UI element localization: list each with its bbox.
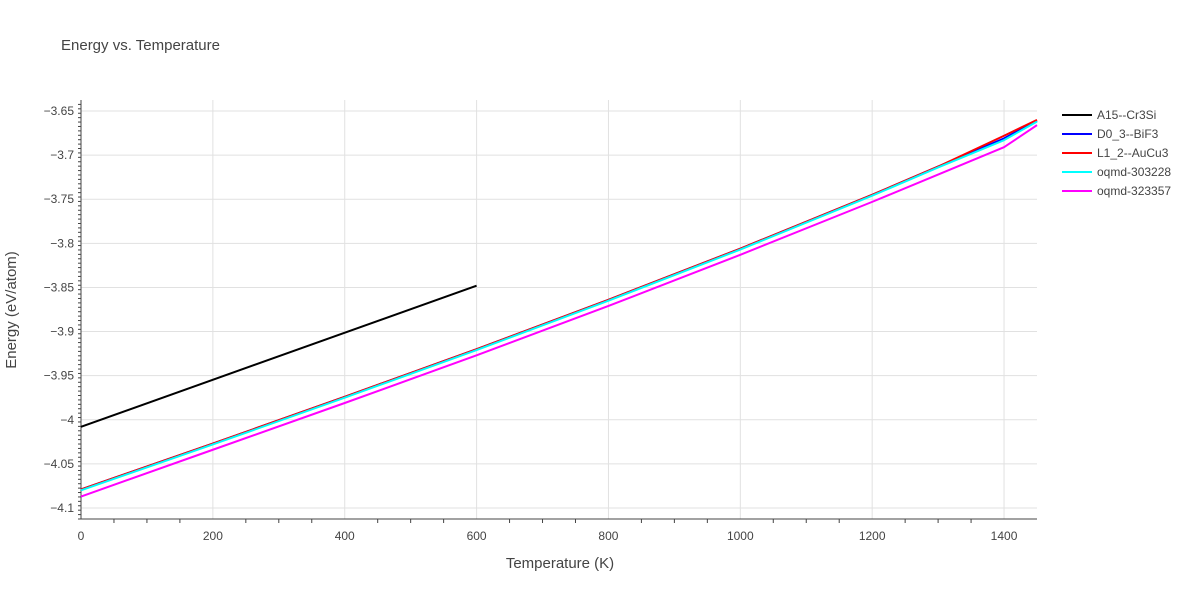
y-tick-label: −3.9 <box>50 325 74 339</box>
x-axis-title: Temperature (K) <box>506 555 614 572</box>
legend-label-a15-cr3si: A15--Cr3Si <box>1097 108 1156 122</box>
legend-label-oqmd-303228: oqmd-303228 <box>1097 165 1171 179</box>
chart-title: Energy vs. Temperature <box>61 37 220 54</box>
x-tick-label: 1200 <box>859 529 886 543</box>
legend-label-oqmd-323357: oqmd-323357 <box>1097 184 1171 198</box>
grid-layer <box>81 100 1037 519</box>
legend: A15--Cr3Si D0_3--BiF3 L1_2--AuCu3 oqmd-3032… <box>1062 108 1171 198</box>
series-line-a15-cr3si <box>80 284 477 428</box>
axis-layer <box>78 100 1037 523</box>
legend-label-d0-3-bif3: D0_3--BiF3 <box>1097 127 1159 141</box>
x-tick-label: 200 <box>203 529 223 543</box>
y-tick-label: −3.85 <box>44 280 75 294</box>
y-tick-label: −3.8 <box>50 236 74 250</box>
series-line-oqmd-323357 <box>80 124 1038 498</box>
y-tick-label: −3.65 <box>44 104 75 118</box>
x-tick-label: 0 <box>78 529 85 543</box>
x-tick-label: 400 <box>335 529 355 543</box>
y-tick-label: −4 <box>60 413 74 427</box>
series-layer <box>80 118 1038 498</box>
y-tick-label: −4.05 <box>44 457 75 471</box>
x-tick-label: 1000 <box>727 529 754 543</box>
x-tick-label: 600 <box>467 529 487 543</box>
legend-label-l1-2-aucu3: L1_2--AuCu3 <box>1097 146 1169 160</box>
x-tick-label: 1400 <box>991 529 1018 543</box>
series-line-oqmd-303228 <box>80 120 1038 492</box>
y-tick-label: −3.95 <box>44 369 75 383</box>
x-tick-label: 800 <box>598 529 618 543</box>
y-tick-label: −3.7 <box>50 148 74 162</box>
y-tick-label: −4.1 <box>50 501 74 515</box>
y-axis-title: Energy (eV/atom) <box>3 251 20 369</box>
tick-layer: 0 200 400 600 800 1000 1200 1400 −4.1 −4.05 −4 −3.9… <box>44 104 1018 543</box>
y-tick-label: −3.75 <box>44 192 75 206</box>
